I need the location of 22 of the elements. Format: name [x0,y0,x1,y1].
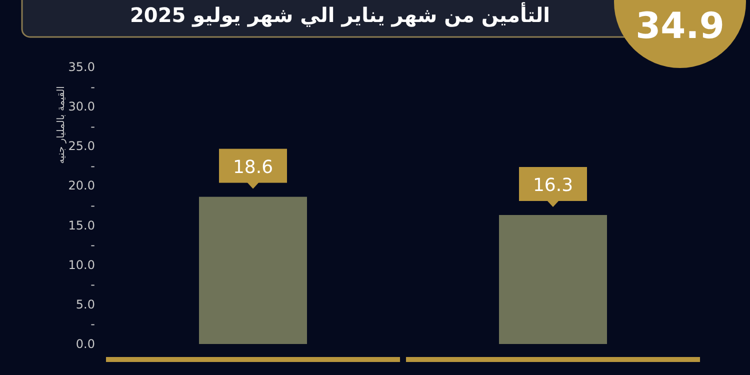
y-tick-label: 15.0 [68,218,95,232]
chart-title: التأمين من شهر يناير الي شهر يوليو 2025 [130,2,550,27]
y-tick-label: 25.0 [68,139,95,154]
y-tick-label: - [90,238,95,252]
y-axis-title: القيمة بالمليار جنيه [56,86,67,164]
value-label: 16.3 [519,167,587,207]
y-tick-label: 0.0 [76,337,95,351]
text: 34.9 [636,6,724,47]
y-tick-label: - [90,158,95,173]
y-tick-label: - [90,278,95,292]
y-tick-label: - [90,80,95,94]
y-tick-label: - [90,198,95,212]
data-label: 18.6 [232,156,274,178]
y-tick-label: - [90,119,95,134]
value-label: 18.6 [219,148,287,189]
y-tick-label: - [90,317,95,332]
y-tick-label: 35.0 [68,60,95,74]
data-label: 16.3 [532,174,574,196]
y-tick-label: 5.0 [76,297,95,312]
y-tick-label: 20.0 [68,178,95,193]
y-tick-label: 30.0 [68,100,95,114]
y-tick-label: 10.0 [68,258,95,272]
